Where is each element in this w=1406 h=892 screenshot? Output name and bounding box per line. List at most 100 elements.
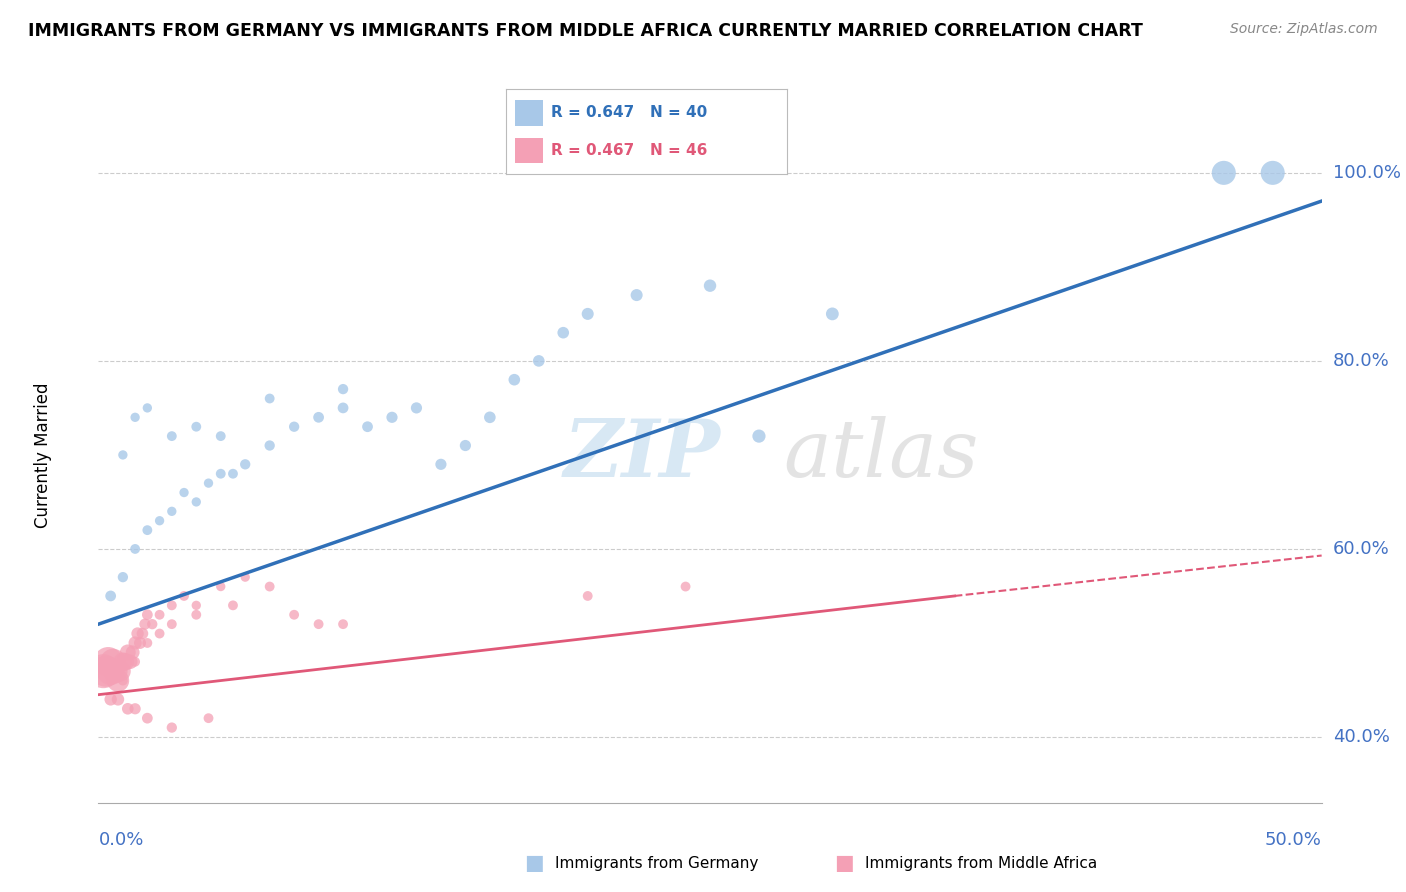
Point bbox=[748, 429, 770, 443]
Point bbox=[553, 326, 575, 340]
Point bbox=[173, 485, 195, 500]
Point bbox=[136, 523, 159, 537]
Point bbox=[100, 692, 122, 706]
Point bbox=[308, 410, 330, 425]
Point bbox=[197, 711, 219, 725]
Point bbox=[222, 467, 245, 481]
Point bbox=[186, 495, 208, 509]
Point bbox=[124, 541, 146, 556]
Point bbox=[117, 645, 139, 659]
Point bbox=[121, 645, 143, 659]
Text: Immigrants from Middle Africa: Immigrants from Middle Africa bbox=[865, 856, 1097, 871]
Text: Source: ZipAtlas.com: Source: ZipAtlas.com bbox=[1230, 22, 1378, 37]
Point bbox=[173, 589, 195, 603]
FancyBboxPatch shape bbox=[515, 100, 543, 126]
Point bbox=[136, 711, 159, 725]
Point bbox=[454, 438, 477, 452]
Point bbox=[160, 429, 183, 443]
Point bbox=[503, 373, 526, 387]
Text: 60.0%: 60.0% bbox=[1333, 540, 1389, 558]
Point bbox=[149, 514, 172, 528]
Point bbox=[111, 673, 134, 688]
FancyBboxPatch shape bbox=[515, 137, 543, 163]
Point bbox=[332, 382, 354, 396]
Text: 0.0%: 0.0% bbox=[98, 830, 143, 848]
Point bbox=[209, 429, 232, 443]
Point bbox=[136, 401, 159, 415]
Point bbox=[576, 589, 599, 603]
Point bbox=[308, 617, 330, 632]
Point bbox=[209, 467, 232, 481]
Point bbox=[332, 401, 354, 415]
Point bbox=[209, 580, 232, 594]
Point bbox=[107, 692, 129, 706]
Point bbox=[149, 626, 172, 640]
Point bbox=[197, 476, 219, 491]
Text: ZIP: ZIP bbox=[564, 417, 720, 493]
Point bbox=[160, 599, 183, 613]
Point bbox=[134, 617, 156, 632]
Text: ■: ■ bbox=[524, 854, 544, 873]
Point bbox=[160, 504, 183, 518]
Point bbox=[127, 626, 149, 640]
Point bbox=[114, 655, 136, 669]
Text: Currently Married: Currently Married bbox=[34, 382, 52, 528]
Point bbox=[259, 392, 281, 406]
Point bbox=[160, 721, 183, 735]
Point bbox=[124, 655, 146, 669]
Point bbox=[699, 278, 721, 293]
Point bbox=[186, 607, 208, 622]
Point bbox=[94, 664, 117, 678]
Point bbox=[97, 655, 120, 669]
Point bbox=[233, 458, 256, 472]
Point bbox=[100, 589, 122, 603]
Point bbox=[107, 673, 129, 688]
Point bbox=[233, 570, 256, 584]
Text: 100.0%: 100.0% bbox=[1333, 164, 1400, 182]
Point bbox=[381, 410, 404, 425]
Text: R = 0.467   N = 46: R = 0.467 N = 46 bbox=[551, 143, 707, 158]
Text: atlas: atlas bbox=[783, 417, 979, 493]
Point bbox=[104, 664, 127, 678]
Text: Immigrants from Germany: Immigrants from Germany bbox=[555, 856, 759, 871]
Point bbox=[626, 288, 648, 302]
Text: 50.0%: 50.0% bbox=[1265, 830, 1322, 848]
Text: 40.0%: 40.0% bbox=[1333, 728, 1389, 746]
Point bbox=[405, 401, 427, 415]
Point bbox=[100, 664, 122, 678]
Point bbox=[283, 419, 305, 434]
Point bbox=[111, 655, 134, 669]
Point bbox=[1212, 166, 1234, 180]
Point bbox=[576, 307, 599, 321]
Point bbox=[222, 599, 245, 613]
Point bbox=[259, 438, 281, 452]
Text: 80.0%: 80.0% bbox=[1333, 352, 1389, 370]
Point bbox=[136, 607, 159, 622]
Point bbox=[129, 636, 152, 650]
Point bbox=[91, 664, 114, 678]
Point bbox=[136, 636, 159, 650]
Point bbox=[430, 458, 453, 472]
Point bbox=[283, 607, 305, 622]
Point bbox=[124, 410, 146, 425]
Point bbox=[186, 599, 208, 613]
Point bbox=[120, 655, 142, 669]
Point bbox=[527, 354, 550, 368]
Point bbox=[111, 570, 134, 584]
Point bbox=[160, 617, 183, 632]
Point bbox=[332, 617, 354, 632]
Point bbox=[675, 580, 697, 594]
Point bbox=[1261, 166, 1284, 180]
Point bbox=[356, 419, 378, 434]
Point bbox=[259, 580, 281, 594]
Point bbox=[478, 410, 501, 425]
Point bbox=[124, 702, 146, 716]
Text: IMMIGRANTS FROM GERMANY VS IMMIGRANTS FROM MIDDLE AFRICA CURRENTLY MARRIED CORRE: IMMIGRANTS FROM GERMANY VS IMMIGRANTS FR… bbox=[28, 22, 1143, 40]
Point bbox=[186, 419, 208, 434]
Text: R = 0.647   N = 40: R = 0.647 N = 40 bbox=[551, 105, 707, 120]
Text: ■: ■ bbox=[834, 854, 853, 873]
Point bbox=[821, 307, 844, 321]
Point bbox=[141, 617, 163, 632]
Point bbox=[110, 664, 132, 678]
Point bbox=[131, 626, 153, 640]
